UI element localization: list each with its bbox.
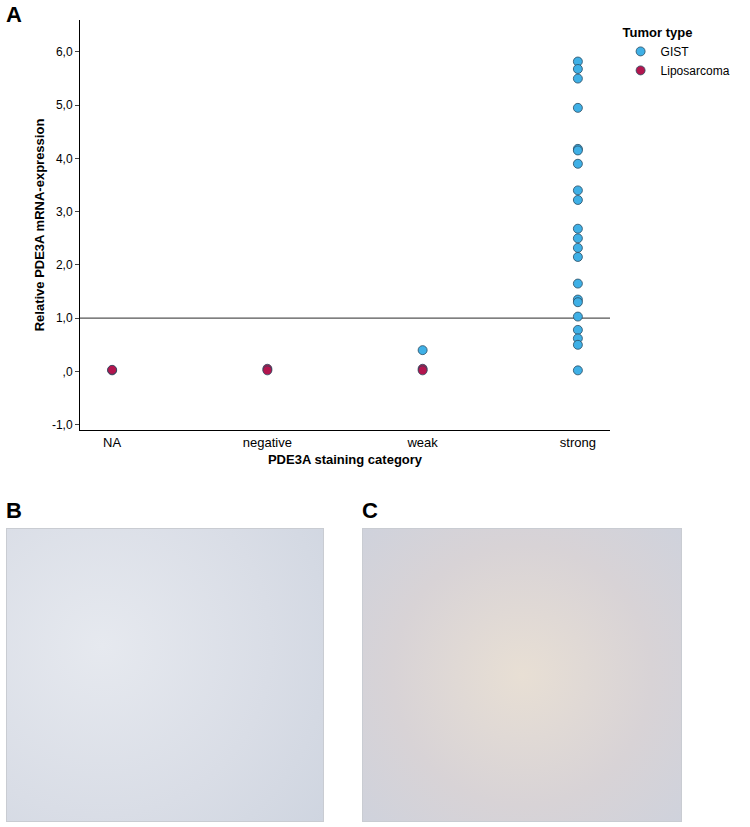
svg-text:GIST: GIST xyxy=(661,45,690,59)
svg-text:Tumor type: Tumor type xyxy=(623,25,693,40)
svg-text:negative: negative xyxy=(243,435,292,450)
svg-text:4,0: 4,0 xyxy=(56,152,73,166)
svg-text:NA: NA xyxy=(103,435,121,450)
svg-text:2,0: 2,0 xyxy=(56,258,73,272)
svg-text:,0: ,0 xyxy=(63,365,73,379)
svg-text:6,0: 6,0 xyxy=(56,45,73,59)
svg-text:3,0: 3,0 xyxy=(56,205,73,219)
svg-text:PDE3A staining category: PDE3A staining category xyxy=(268,452,423,467)
svg-text:Relative PDE3A mRNA-expression: Relative PDE3A mRNA-expression xyxy=(32,119,47,332)
svg-text:strong: strong xyxy=(560,435,596,450)
html-text:B: B xyxy=(6,498,22,523)
html-text:C: C xyxy=(362,498,378,523)
svg-text:1,0: 1,0 xyxy=(56,311,73,325)
svg-text:-1,0: -1,0 xyxy=(52,418,73,432)
svg-text:5,0: 5,0 xyxy=(56,98,73,112)
html-text:A: A xyxy=(6,2,22,27)
svg-text:Liposarcoma: Liposarcoma xyxy=(661,64,730,78)
svg-text:weak: weak xyxy=(406,435,438,450)
